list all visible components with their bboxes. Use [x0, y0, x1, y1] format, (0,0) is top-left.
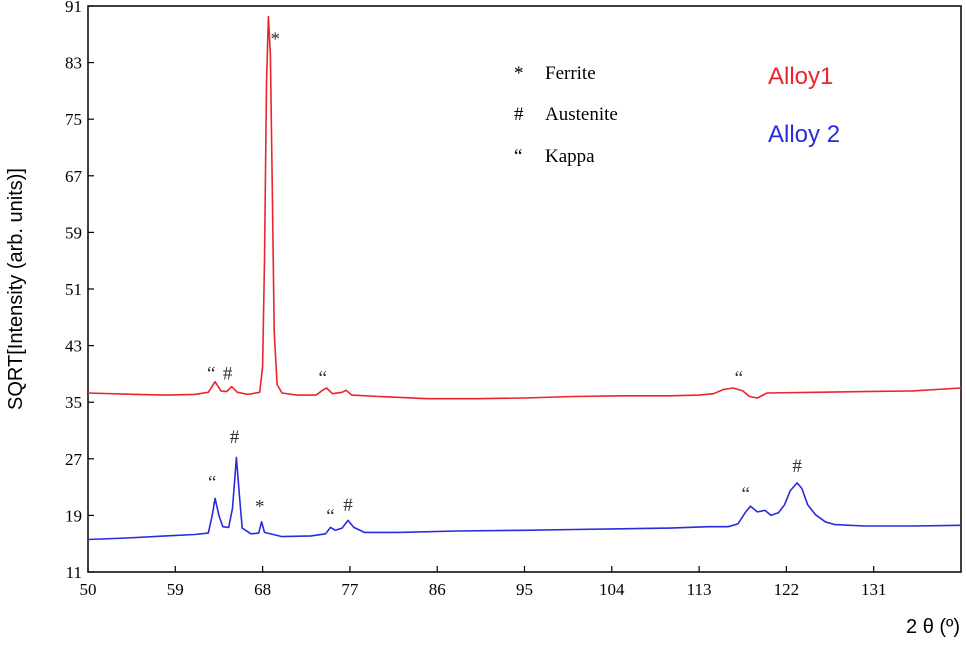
y-tick-label: 11 [66, 563, 82, 582]
y-axis-title: SQRT[Intensity (arb. units)] [5, 168, 27, 410]
x-tick-label: 59 [167, 580, 184, 599]
peak-marker: # [230, 427, 240, 448]
legend-symbol-kappa: “ [514, 146, 522, 167]
legend-label-kappa: Kappa [545, 146, 595, 167]
peak-marker: “ [741, 484, 749, 505]
y-tick-label: 51 [65, 280, 82, 299]
x-tick-label: 50 [80, 580, 97, 599]
y-tick-label: 35 [65, 393, 82, 412]
peak-annotations: * “ # “ “ “ # * “ # “ # [207, 29, 802, 527]
x-axis-ticks: 50 59 68 77 86 95 104 113 122 131 [80, 566, 887, 599]
peak-marker: # [223, 364, 233, 385]
y-tick-label: 67 [65, 167, 83, 186]
x-tick-label: 122 [774, 580, 800, 599]
legend-symbol-austenite: # [514, 104, 524, 125]
y-tick-label: 83 [65, 54, 82, 73]
legend-label-ferrite: Ferrite [545, 63, 596, 84]
plot-area [87, 5, 962, 573]
legend-symbol-ferrite: * [514, 63, 524, 84]
x-tick-label: 68 [254, 580, 271, 599]
x-tick-label: 95 [516, 580, 533, 599]
x-tick-label: 131 [861, 580, 887, 599]
y-tick-label: 27 [65, 450, 83, 469]
peak-marker: “ [207, 364, 215, 385]
y-tick-label: 75 [65, 110, 82, 129]
peak-marker: “ [319, 368, 327, 389]
peak-marker: * [270, 29, 280, 50]
series-label-alloy1: Alloy1 [768, 63, 833, 90]
x-axis-title: 2 θ (º) [906, 616, 960, 638]
peak-marker: # [343, 495, 353, 516]
x-tick-label: 104 [599, 580, 625, 599]
peak-marker: “ [208, 473, 216, 494]
series-line-alloy2 [87, 456, 962, 541]
legend: * Ferrite # Austenite “ Kappa [514, 63, 618, 167]
peak-marker: * [255, 497, 265, 518]
x-tick-label: 113 [687, 580, 712, 599]
legend-label-austenite: Austenite [545, 104, 618, 125]
y-tick-label: 43 [65, 337, 82, 356]
peak-marker: “ [735, 368, 743, 389]
x-tick-label: 86 [429, 580, 446, 599]
series-layer [87, 15, 962, 541]
series-line-alloy1 [87, 15, 962, 400]
peak-marker: “ [326, 506, 334, 527]
y-tick-label: 19 [65, 506, 82, 525]
x-tick-label: 77 [341, 580, 359, 599]
series-label-alloy2: Alloy 2 [768, 121, 840, 148]
y-axis-ticks: 11 19 27 35 43 51 59 67 75 83 91 [65, 0, 94, 582]
y-tick-label: 59 [65, 223, 82, 242]
peak-marker: # [792, 456, 802, 477]
y-tick-label: 91 [65, 0, 82, 16]
